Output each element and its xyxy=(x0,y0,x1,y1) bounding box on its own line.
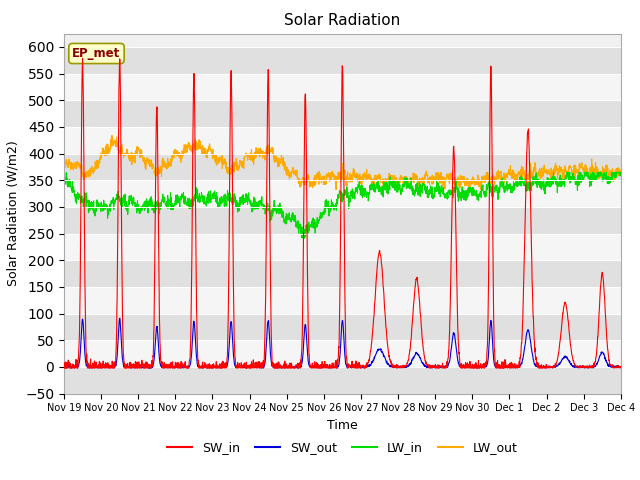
SW_in xyxy=(617,364,625,370)
LW_out xyxy=(477,187,484,193)
LW_out xyxy=(359,176,367,182)
Line: SW_out: SW_out xyxy=(64,318,621,368)
LW_out xyxy=(568,171,576,177)
Legend: SW_in, SW_out, LW_in, LW_out: SW_in, SW_out, LW_in, LW_out xyxy=(162,436,523,459)
Line: LW_out: LW_out xyxy=(64,135,621,190)
Bar xyxy=(64,180,621,207)
SW_in xyxy=(504,364,512,370)
LW_out xyxy=(108,132,116,138)
LW_in xyxy=(359,190,367,195)
Bar xyxy=(64,207,621,234)
Bar xyxy=(64,154,621,180)
LW_in xyxy=(568,175,576,181)
SW_in xyxy=(216,363,223,369)
LW_in xyxy=(216,201,223,206)
Bar xyxy=(64,313,621,340)
SW_in xyxy=(359,362,367,368)
Bar xyxy=(64,287,621,313)
LW_out xyxy=(371,173,379,179)
X-axis label: Time: Time xyxy=(327,419,358,432)
SW_out xyxy=(505,364,513,370)
SW_out xyxy=(584,364,591,370)
SW_out xyxy=(568,363,576,369)
LW_in xyxy=(60,184,68,190)
LW_in xyxy=(617,172,625,178)
SW_out xyxy=(617,364,625,370)
Line: SW_in: SW_in xyxy=(64,59,621,368)
Text: EP_met: EP_met xyxy=(72,47,120,60)
LW_in xyxy=(300,236,307,242)
Line: LW_in: LW_in xyxy=(64,172,621,239)
Bar xyxy=(64,367,621,394)
Title: Solar Radiation: Solar Radiation xyxy=(284,13,401,28)
Bar xyxy=(64,73,621,100)
SW_in xyxy=(568,352,575,358)
Bar xyxy=(64,47,621,73)
Bar xyxy=(64,100,621,127)
LW_out xyxy=(505,167,513,172)
SW_in xyxy=(79,56,86,61)
LW_in xyxy=(563,169,571,175)
SW_in xyxy=(60,365,68,371)
Bar xyxy=(64,234,621,260)
SW_out xyxy=(359,364,367,370)
LW_in xyxy=(504,186,512,192)
SW_in xyxy=(371,300,379,305)
SW_out xyxy=(71,365,79,371)
LW_out xyxy=(584,166,591,172)
Bar xyxy=(64,340,621,367)
LW_out xyxy=(216,155,223,161)
SW_out xyxy=(371,353,379,359)
LW_in xyxy=(371,182,379,188)
Bar xyxy=(64,127,621,154)
LW_in xyxy=(584,171,591,177)
SW_in xyxy=(584,363,591,369)
Bar xyxy=(64,260,621,287)
Y-axis label: Solar Radiation (W/m2): Solar Radiation (W/m2) xyxy=(6,141,20,287)
SW_out xyxy=(60,364,68,370)
LW_out xyxy=(60,166,68,171)
SW_out xyxy=(216,364,223,370)
LW_out xyxy=(617,168,625,174)
SW_out xyxy=(116,315,124,321)
